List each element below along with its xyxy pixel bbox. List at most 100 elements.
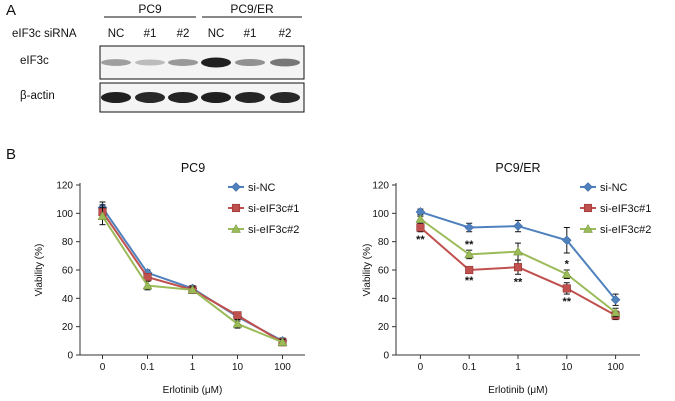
legend-label: si-NC <box>248 182 276 194</box>
y-axis-label: Viability (%) <box>34 244 45 297</box>
y-tick-label: 60 <box>378 266 390 277</box>
data-point <box>464 222 475 233</box>
series-si-eIF3c#2 <box>97 207 288 346</box>
significance-mark: ** <box>416 234 425 246</box>
panel-a-label: A <box>6 2 16 19</box>
blot-header: PC9 PC9/ER eIF3c siRNA NC #1 #2 NC #1 #2 <box>12 2 302 40</box>
blot-band <box>270 92 300 103</box>
data-point <box>583 203 593 213</box>
significance-mark: ** <box>465 275 474 287</box>
y-tick-label: 0 <box>67 351 73 362</box>
cell-line-pc9er: PC9/ER <box>230 2 274 16</box>
data-point <box>561 235 572 246</box>
data-point <box>416 223 425 232</box>
blot-band <box>135 92 165 103</box>
chart-title: PC9 <box>181 161 205 175</box>
legend-label: si-eIF3c#2 <box>248 224 299 236</box>
y-tick-label: 80 <box>62 237 74 248</box>
lane-labels: NC #1 #2 NC #1 #2 <box>108 28 292 40</box>
legend-label: si-eIF3c#2 <box>600 224 651 236</box>
lane-label: NC <box>108 28 125 40</box>
data-point <box>232 318 243 328</box>
y-tick-label: 20 <box>378 322 390 333</box>
legend-label: si-eIF3c#1 <box>600 203 651 215</box>
series-si-eIF3c#2 <box>415 213 621 318</box>
x-tick-label: 1 <box>515 362 521 373</box>
data-point <box>142 280 153 290</box>
x-tick-label: 1 <box>190 362 196 373</box>
panel-b-label: B <box>6 146 16 163</box>
data-point <box>233 311 242 320</box>
blot-band <box>235 58 265 67</box>
data-point <box>464 249 475 259</box>
blot-band <box>168 92 198 103</box>
data-point <box>231 182 241 192</box>
y-tick-label: 100 <box>372 209 389 220</box>
blot-row-label-actin: β-actin <box>20 90 55 102</box>
y-tick-label: 20 <box>62 322 74 333</box>
data-point <box>231 203 241 213</box>
data-point <box>610 294 621 305</box>
significance-mark: ** <box>563 296 572 308</box>
data-point <box>513 221 523 231</box>
y-axis-label: Viability (%) <box>362 244 373 297</box>
blot-band <box>135 59 165 66</box>
blot-band <box>101 59 131 66</box>
blot-image <box>99 45 305 113</box>
x-tick-label: 100 <box>274 362 291 373</box>
lane-label: #2 <box>177 28 190 40</box>
data-point <box>561 269 572 278</box>
data-point <box>187 284 198 294</box>
blot-row-actin <box>99 82 305 113</box>
x-tick-label: 100 <box>607 362 624 373</box>
blot-row-eif3c <box>99 45 305 80</box>
series-si-NC <box>415 207 621 306</box>
lane-label: #1 <box>244 28 257 40</box>
significance-mark: ** <box>514 276 523 288</box>
blot-band <box>168 59 198 66</box>
x-tick-label: 10 <box>561 362 573 373</box>
sirna-label: eIF3c siRNA <box>12 28 77 40</box>
y-tick-label: 40 <box>62 294 74 305</box>
lane-label: NC <box>208 28 225 40</box>
legend-label: si-NC <box>600 182 628 194</box>
cell-line-pc9: PC9 <box>138 2 162 16</box>
lane-label: #2 <box>279 28 292 40</box>
x-tick-label: 0 <box>418 362 424 373</box>
x-tick-label: 10 <box>232 362 244 373</box>
y-tick-label: 0 <box>383 351 389 362</box>
y-tick-label: 40 <box>378 294 390 305</box>
y-tick-label: 120 <box>56 181 73 192</box>
chart-pc9: PC9 0 20 40 60 80 100 120 0 0.1 1 10 100 Erlotinib (μ… <box>34 161 305 396</box>
blot-band <box>235 92 265 103</box>
data-point <box>465 265 474 275</box>
blot-band <box>270 58 300 67</box>
data-point <box>562 284 571 293</box>
legend-label: si-eIF3c#1 <box>248 203 299 215</box>
data-point <box>583 223 593 233</box>
y-tick-label: 100 <box>56 209 73 220</box>
lane-label: #1 <box>144 28 157 40</box>
blot-band <box>201 92 231 103</box>
data-point <box>277 337 288 346</box>
data-point <box>231 223 241 233</box>
data-point <box>97 211 108 220</box>
chart-pc9er: PC9/ER 0 20 40 60 80 100 120 0 0.1 1 10 100 Erlotinib… <box>362 161 651 396</box>
data-point <box>415 213 426 223</box>
y-tick-label: 60 <box>62 266 74 277</box>
significance-mark: ** <box>465 239 474 251</box>
x-tick-label: 0.1 <box>141 362 155 373</box>
significance-mark: * <box>565 259 570 271</box>
x-tick-label: 0 <box>100 362 106 373</box>
data-point <box>513 246 523 256</box>
data-point <box>513 263 523 272</box>
y-tick-label: 80 <box>378 237 390 248</box>
x-axis-label: Erlotinib (μM) <box>488 385 548 396</box>
x-axis-label: Erlotinib (μM) <box>163 385 223 396</box>
blot-band <box>101 92 131 103</box>
data-point <box>583 182 593 192</box>
blot-band <box>201 57 231 68</box>
x-tick-label: 0.1 <box>462 362 476 373</box>
data-point <box>610 307 621 317</box>
